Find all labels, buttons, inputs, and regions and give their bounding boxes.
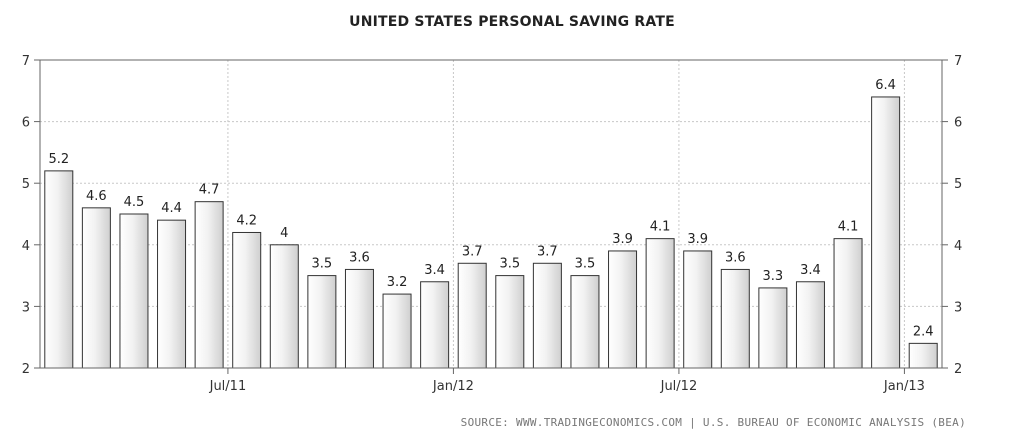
data-labels: 5.2 4.6 4.5 4.4 4.7 4.2 4 3.5 3.6 3.2 3.4 3.7 3.5 3.7… <box>48 78 933 339</box>
data-label: 4.2 <box>236 213 257 228</box>
bar <box>232 231 262 369</box>
bar <box>420 281 450 369</box>
bars <box>44 96 938 369</box>
data-label: 6.4 <box>875 78 896 93</box>
data-label: 4.1 <box>650 220 671 235</box>
bar <box>81 207 111 369</box>
data-label: 3.6 <box>725 250 746 265</box>
bar <box>269 244 299 369</box>
bar <box>871 96 901 369</box>
y-tick-label-right: 5 <box>954 177 962 192</box>
y-tick-label-right: 3 <box>954 300 962 315</box>
data-label: 4.1 <box>838 220 859 235</box>
data-label: 3.9 <box>612 232 633 247</box>
y-tick-label-right: 4 <box>954 239 962 254</box>
x-tick-label: Jul/12 <box>660 379 698 394</box>
bar <box>645 238 675 369</box>
bar <box>795 281 825 369</box>
y-tick-label-left: 6 <box>22 116 30 131</box>
source-note: SOURCE: WWW.TRADINGECONOMICS.COM | U.S. … <box>460 416 966 429</box>
bar <box>194 201 224 369</box>
bar <box>720 268 750 369</box>
data-label: 3.3 <box>763 269 784 284</box>
x-tick-label: Jan/13 <box>883 379 925 394</box>
bar <box>758 287 788 369</box>
data-label: 3.5 <box>312 257 333 272</box>
data-label: 2.4 <box>913 324 934 339</box>
y-tick-label-right: 6 <box>954 116 962 131</box>
data-label: 4 <box>280 226 288 241</box>
x-tick-label: Jan/12 <box>432 379 474 394</box>
data-label: 3.7 <box>537 244 558 259</box>
data-label: 3.2 <box>387 275 408 290</box>
data-label: 4.5 <box>124 195 145 210</box>
data-label: 4.7 <box>199 183 220 198</box>
bar <box>532 262 562 369</box>
chart-title: UNITED STATES PERSONAL SAVING RATE <box>349 14 675 30</box>
grid <box>40 59 942 368</box>
data-label: 3.4 <box>800 263 821 278</box>
plot-frame <box>39 59 943 369</box>
data-label: 4.6 <box>86 189 107 204</box>
y-tick-label-left: 5 <box>22 177 30 192</box>
axes: 2 2 3 3 4 4 5 5 6 6 7 7 Jul/11 Jan/12 Jul/12 Jan/13 <box>22 54 963 394</box>
bar <box>908 342 938 369</box>
bar <box>683 250 713 369</box>
data-label: 3.5 <box>575 257 596 272</box>
bar <box>382 293 412 369</box>
bar <box>344 268 374 369</box>
y-tick-label-right: 2 <box>954 362 962 377</box>
data-label: 3.7 <box>462 244 483 259</box>
data-label: 3.5 <box>499 257 520 272</box>
y-tick-label-left: 7 <box>22 54 30 69</box>
y-tick-label-left: 2 <box>22 362 30 377</box>
bar <box>157 219 187 369</box>
y-tick-label-right: 7 <box>954 54 962 69</box>
bar <box>307 275 337 369</box>
bar <box>833 238 863 369</box>
y-tick-label-left: 4 <box>22 239 30 254</box>
data-label: 3.9 <box>687 232 708 247</box>
bar <box>457 262 487 369</box>
data-label: 3.6 <box>349 250 370 265</box>
bar <box>570 275 600 369</box>
data-label: 5.2 <box>48 152 69 167</box>
bar <box>119 213 149 369</box>
bar <box>44 170 74 369</box>
y-tick-label-left: 3 <box>22 300 30 315</box>
data-label: 3.4 <box>424 263 445 278</box>
bar <box>608 250 638 369</box>
bar <box>495 275 525 369</box>
data-label: 4.4 <box>161 201 182 216</box>
x-tick-label: Jul/11 <box>209 379 247 394</box>
